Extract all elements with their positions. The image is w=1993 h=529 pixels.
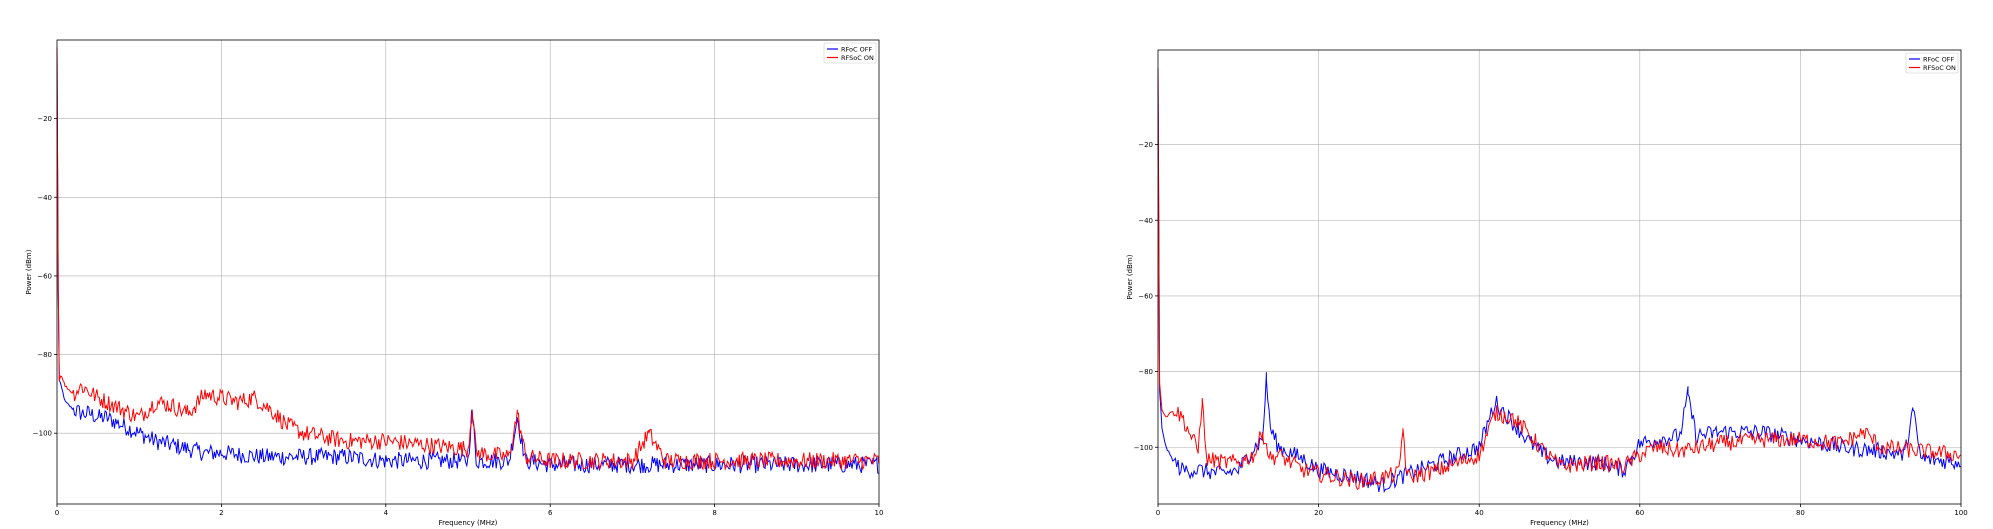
chart-1-y-axis-label: Power (dBm) <box>1126 254 1134 299</box>
chart-0-x-tick-label: 0 <box>55 509 59 517</box>
chart-0-x-tick-label: 10 <box>875 509 884 517</box>
chart-1-x-tick-label: 0 <box>1156 509 1160 517</box>
chart-0-x-axis-label: Frequency (MHz) <box>439 519 498 527</box>
chart-1-y-tick-label: −20 <box>1138 141 1153 149</box>
chart-0-legend-label: RFSoC ON <box>841 54 874 62</box>
chart-left: 0 2 4 6 8 10 −20 −40 −60 −80 −100 Frequency (MHz) Po… <box>25 39 884 527</box>
chart-1-y-tick-label: −60 <box>1138 292 1153 300</box>
chart-1-y-tick-label: −80 <box>1138 368 1153 376</box>
chart-0-x-tick-label: 8 <box>712 509 716 517</box>
chart-0-y-tick-label: −20 <box>37 115 52 123</box>
chart-1-x-axis-label: Frequency (MHz) <box>1530 519 1589 527</box>
chart-0-series-off-line <box>56 47 880 475</box>
chart-1-series-on-line <box>1157 69 1962 490</box>
chart-0-x-tick-label: 2 <box>219 509 223 517</box>
chart-1-x-tick-label: 80 <box>1796 509 1805 517</box>
chart-0-y-tick-label: −80 <box>37 351 52 359</box>
chart-1-legend-label: RFSoC ON <box>1923 64 1956 72</box>
chart-1-x-tick-label: 60 <box>1635 509 1644 517</box>
chart-1-series-off-line <box>1157 68 1962 494</box>
chart-1-x-tick-label: 40 <box>1475 509 1484 517</box>
chart-1-plot-frame <box>1157 49 1962 505</box>
chart-0-x-tick-label: 4 <box>384 509 389 517</box>
chart-1-legend-label: RFoC OFF <box>1923 55 1954 63</box>
chart-right: 0 20 40 60 80 100 −20 −40 −60 −80 −100 Frequency (M… <box>1126 49 1968 527</box>
chart-0-series-on-line <box>56 47 880 472</box>
chart-0-y-axis-label: Power (dBm) <box>25 249 33 294</box>
chart-0-y-tick-label: −100 <box>33 430 52 438</box>
chart-0-y-tick-label: −40 <box>37 194 52 202</box>
chart-0-legend-label: RFoC OFF <box>841 45 872 53</box>
chart-1-y-tick-label: −100 <box>1134 444 1153 452</box>
chart-0-x-tick-label: 6 <box>548 509 553 517</box>
chart-1-x-tick-label: 100 <box>1954 509 1967 517</box>
chart-1-x-tick-label: 20 <box>1314 509 1323 517</box>
chart-0-y-tick-label: −60 <box>37 272 52 280</box>
chart-0-plot-frame <box>56 39 880 505</box>
chart-1-y-tick-label: −40 <box>1138 217 1153 225</box>
